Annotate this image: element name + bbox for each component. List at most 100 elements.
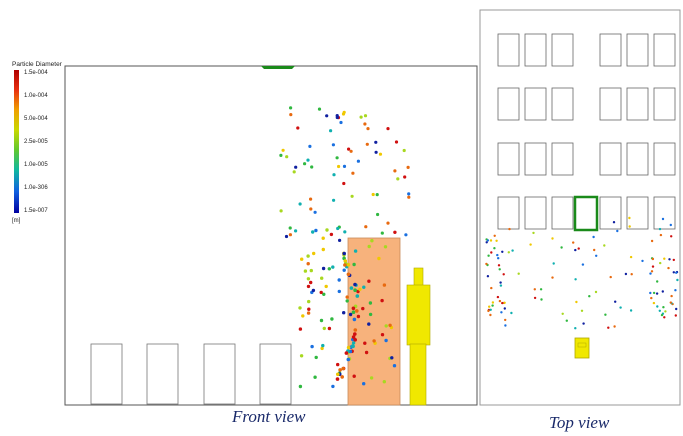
- particle: [351, 171, 355, 175]
- particle: [672, 258, 675, 262]
- particle: [676, 278, 679, 282]
- particle: [664, 310, 667, 313]
- particle: [382, 380, 386, 384]
- legend-tick-6: 1.0e-306: [24, 185, 48, 191]
- particle: [490, 251, 493, 254]
- particle: [670, 294, 673, 298]
- top-yellow-figure-detail: [577, 342, 587, 348]
- particle: [309, 268, 313, 273]
- particle: [660, 313, 664, 317]
- particle: [303, 269, 308, 273]
- particle: [386, 127, 390, 131]
- top-desk: [626, 142, 649, 176]
- particle: [281, 148, 285, 152]
- particle: [396, 177, 400, 181]
- top-desk: [626, 196, 649, 230]
- front-ceiling-inlet: [261, 66, 295, 69]
- particle: [496, 295, 500, 299]
- top-desk: [551, 33, 574, 67]
- particle: [311, 288, 316, 293]
- particle: [351, 335, 356, 339]
- particle: [581, 263, 585, 266]
- top-desk: [497, 87, 520, 121]
- particle: [574, 278, 577, 281]
- particle: [582, 322, 585, 325]
- particle: [388, 323, 392, 327]
- particle: [361, 306, 365, 311]
- particle: [663, 316, 666, 319]
- particle: [339, 120, 343, 125]
- top-desk: [599, 142, 622, 176]
- particle: [572, 241, 575, 244]
- particle: [309, 207, 313, 211]
- particle-diameter-legend: Particle Diameter 1.5e-004 1.0e-004 5.0e…: [12, 61, 63, 224]
- particle: [301, 314, 305, 318]
- particle: [588, 295, 591, 298]
- particle: [322, 292, 326, 296]
- particle: [493, 234, 496, 237]
- particle: [362, 382, 366, 386]
- particle: [298, 202, 302, 206]
- particle: [380, 333, 385, 337]
- particle: [565, 319, 568, 322]
- particle: [279, 153, 283, 157]
- top-desk: [653, 196, 676, 230]
- legend-unit: [m]: [12, 218, 21, 224]
- particle: [299, 354, 304, 358]
- particle: [497, 257, 500, 260]
- particle: [363, 341, 367, 345]
- particle: [641, 259, 644, 263]
- particle: [498, 268, 501, 271]
- particle: [487, 254, 490, 257]
- front-desk-1: [90, 343, 123, 405]
- particle: [342, 164, 347, 168]
- particle: [619, 306, 622, 309]
- particle: [517, 272, 520, 275]
- particle: [629, 255, 633, 259]
- particle: [612, 221, 616, 224]
- particle: [313, 375, 317, 379]
- particle: [332, 173, 336, 177]
- particle: [662, 306, 665, 309]
- particle: [340, 375, 345, 379]
- front-view-caption: Front view: [231, 407, 306, 426]
- particle: [298, 327, 303, 331]
- particle: [346, 357, 351, 362]
- particle: [393, 169, 397, 173]
- particle: [649, 291, 652, 295]
- particle: [628, 216, 631, 220]
- particle: [331, 384, 335, 389]
- particle: [296, 126, 300, 130]
- particle: [322, 326, 326, 331]
- particle: [356, 159, 360, 163]
- particle: [306, 311, 311, 315]
- particle: [329, 129, 333, 133]
- front-desk-2: [146, 343, 179, 405]
- particle: [374, 150, 378, 154]
- top-desk: [653, 142, 676, 176]
- particle: [551, 237, 554, 240]
- particle: [303, 162, 307, 166]
- particle: [300, 257, 304, 261]
- legend-colorbar: [14, 70, 19, 213]
- top-desk: [626, 33, 649, 67]
- particle: [503, 301, 506, 304]
- legend-tick-7: 1.5e-007: [24, 208, 48, 214]
- particle: [489, 239, 493, 242]
- particle: [651, 265, 655, 268]
- particle: [491, 301, 495, 304]
- particle: [353, 328, 358, 332]
- particle: [319, 318, 324, 323]
- particle: [376, 212, 380, 217]
- particle: [312, 251, 316, 256]
- front-view-panel: Front view: [64, 65, 478, 426]
- particle: [650, 270, 654, 273]
- particle: [501, 301, 504, 305]
- particle: [353, 288, 357, 293]
- particle: [320, 346, 324, 351]
- particle: [289, 106, 293, 110]
- particle: [511, 249, 514, 252]
- particle: [507, 251, 510, 254]
- top-desk: [497, 196, 520, 230]
- top-ceiling-inlet: [573, 195, 599, 232]
